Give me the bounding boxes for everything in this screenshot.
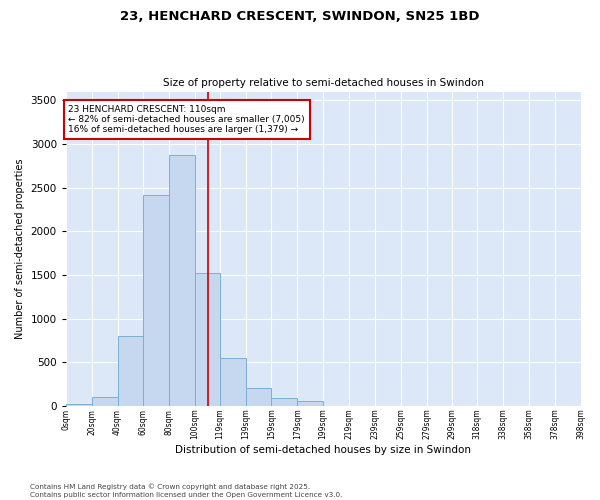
Text: 23, HENCHARD CRESCENT, SWINDON, SN25 1BD: 23, HENCHARD CRESCENT, SWINDON, SN25 1BD (120, 10, 480, 23)
Bar (195, 273, 220, 406)
Bar (92, 397, 118, 406)
Bar (245, 388, 271, 406)
Bar (298, 401, 323, 406)
Bar (66, 404, 92, 406)
Text: Contains HM Land Registry data © Crown copyright and database right 2025.
Contai: Contains HM Land Registry data © Crown c… (30, 484, 343, 498)
Text: 23 HENCHARD CRESCENT: 110sqm
← 82% of semi-detached houses are smaller (7,005)
1: 23 HENCHARD CRESCENT: 110sqm ← 82% of se… (68, 104, 305, 134)
Bar (118, 336, 143, 406)
Bar (220, 358, 245, 406)
Title: Size of property relative to semi-detached houses in Swindon: Size of property relative to semi-detach… (163, 78, 484, 88)
Bar (143, 194, 169, 406)
Y-axis label: Number of semi-detached properties: Number of semi-detached properties (15, 158, 25, 339)
X-axis label: Distribution of semi-detached houses by size in Swindon: Distribution of semi-detached houses by … (175, 445, 471, 455)
Bar (271, 398, 298, 406)
Bar (169, 156, 195, 406)
